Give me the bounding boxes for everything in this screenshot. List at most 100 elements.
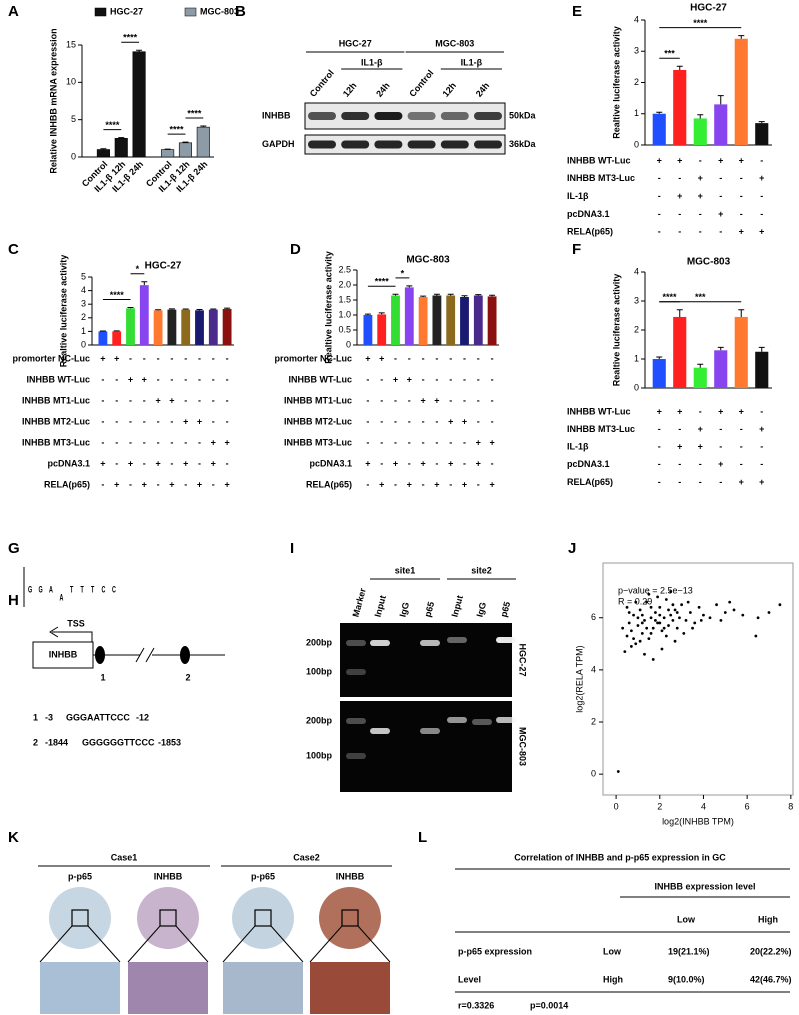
bar xyxy=(673,70,687,145)
design-mark: - xyxy=(422,353,425,363)
point xyxy=(640,621,644,625)
table-footer: r=0.3326 xyxy=(458,1000,494,1010)
design-mark: - xyxy=(491,353,494,363)
point xyxy=(632,637,635,640)
point xyxy=(667,624,670,627)
x-tick-label: 4 xyxy=(701,801,706,811)
gel-band xyxy=(496,717,516,723)
design-mark: - xyxy=(143,416,146,426)
point xyxy=(741,613,745,617)
design-mark: - xyxy=(380,458,383,468)
design-mark: + xyxy=(759,477,764,487)
design-mark: + xyxy=(718,406,723,416)
error-bar xyxy=(127,306,134,309)
cell-label: MGC-803 xyxy=(518,727,528,766)
design-mark: + xyxy=(476,458,481,468)
point xyxy=(699,618,703,622)
design-mark: - xyxy=(658,442,661,452)
design-row-label: INHBB WT-Luc xyxy=(289,374,353,384)
design-mark: + xyxy=(142,479,147,489)
design-mark: + xyxy=(739,477,744,487)
point xyxy=(654,618,657,622)
y-axis-label: Realtive luciferase activity xyxy=(58,255,68,368)
zoom-line xyxy=(222,925,304,963)
design-mark: - xyxy=(408,458,411,468)
design-mark: - xyxy=(212,416,215,426)
design-mark: - xyxy=(463,395,466,405)
design-row-label: INHBB WT-Luc xyxy=(567,406,631,416)
error-bar xyxy=(378,312,385,315)
motif-letter: C xyxy=(102,584,106,595)
lane-label: 24h xyxy=(374,80,392,98)
point xyxy=(649,616,653,620)
zoom-image xyxy=(310,962,390,1014)
design-mark: - xyxy=(212,479,215,489)
design-mark: - xyxy=(678,173,681,183)
y-axis-label: log2(RELA TPM) xyxy=(574,645,584,712)
panel-letter: D xyxy=(290,241,301,258)
point xyxy=(702,613,705,617)
significance-label: **** xyxy=(662,292,677,302)
design-mark: - xyxy=(170,458,173,468)
design-mark: - xyxy=(394,437,397,447)
design-mark: + xyxy=(211,437,216,447)
design-mark: + xyxy=(365,353,370,363)
design-mark: - xyxy=(394,395,397,405)
point xyxy=(778,603,782,607)
point xyxy=(629,645,633,648)
significance-label: * xyxy=(136,264,140,274)
design-mark: + xyxy=(677,191,682,201)
design-mark: - xyxy=(226,374,229,384)
design-mark: - xyxy=(435,353,438,363)
blot-band xyxy=(341,140,370,149)
y-tick-label: 0 xyxy=(591,769,596,779)
bar xyxy=(446,295,456,345)
significance-label: * xyxy=(401,268,405,278)
point xyxy=(671,603,675,607)
error-bar xyxy=(392,293,399,296)
y-tick-label: 0 xyxy=(346,339,351,349)
design-mark: - xyxy=(143,458,146,468)
design-row-label: pcDNA3.1 xyxy=(567,459,610,469)
y-axis-label: Realtive luciferase activity xyxy=(323,251,333,364)
zoom-box xyxy=(71,909,89,927)
design-mark: - xyxy=(184,437,187,447)
bar xyxy=(418,297,428,345)
point xyxy=(673,639,677,643)
site-end: -1853 xyxy=(158,737,181,747)
bar xyxy=(755,351,769,388)
error-bar xyxy=(447,293,454,296)
stain-label: INHBB xyxy=(336,871,365,881)
design-mark: - xyxy=(463,374,466,384)
design-mark: + xyxy=(128,374,133,384)
point xyxy=(693,621,697,625)
design-mark: - xyxy=(366,416,369,426)
error-bar xyxy=(758,121,765,124)
error-bar xyxy=(717,95,724,105)
point xyxy=(647,637,651,640)
design-mark: - xyxy=(491,374,494,384)
bar xyxy=(98,331,108,345)
design-mark: + xyxy=(407,374,412,384)
zoom-box xyxy=(254,909,272,927)
design-mark: - xyxy=(380,395,383,405)
bar xyxy=(114,138,128,158)
bar xyxy=(652,359,666,388)
y-tick-label: 1.0 xyxy=(338,309,351,319)
design-row-label: pcDNA3.1 xyxy=(567,209,610,219)
design-mark: + xyxy=(698,173,703,183)
error-bar xyxy=(141,281,148,286)
design-mark: - xyxy=(380,437,383,447)
design-mark: - xyxy=(449,353,452,363)
design-mark: + xyxy=(718,155,723,165)
size-label: 100bp xyxy=(306,666,333,676)
table-cell: p-p65 expression xyxy=(458,946,532,956)
y-tick-label: 2 xyxy=(634,77,639,87)
point xyxy=(723,611,727,614)
error-bar xyxy=(738,35,745,39)
design-mark: - xyxy=(366,479,369,489)
error-bar xyxy=(406,285,413,288)
lane-label: Control xyxy=(308,68,336,99)
design-mark: + xyxy=(489,437,494,447)
design-mark: - xyxy=(740,191,743,201)
